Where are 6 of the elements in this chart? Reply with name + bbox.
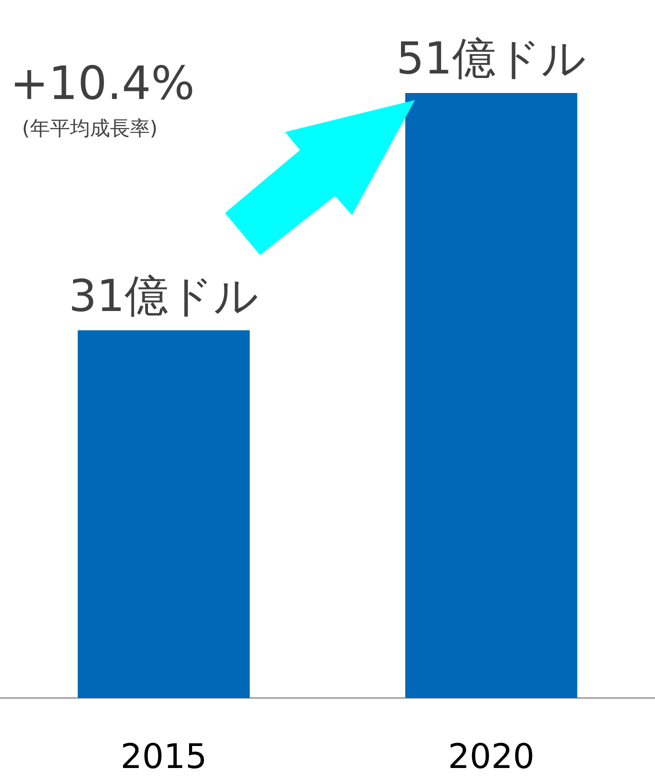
annotation: (年平均成長率) [22, 116, 158, 140]
annotation: +10.4% [10, 56, 195, 110]
data-label: 31億ドル [68, 270, 259, 322]
data-label: 51億ドル [396, 34, 586, 84]
x-tick-label: 2015 [120, 737, 208, 777]
x-tick-label: 2020 [448, 737, 535, 777]
